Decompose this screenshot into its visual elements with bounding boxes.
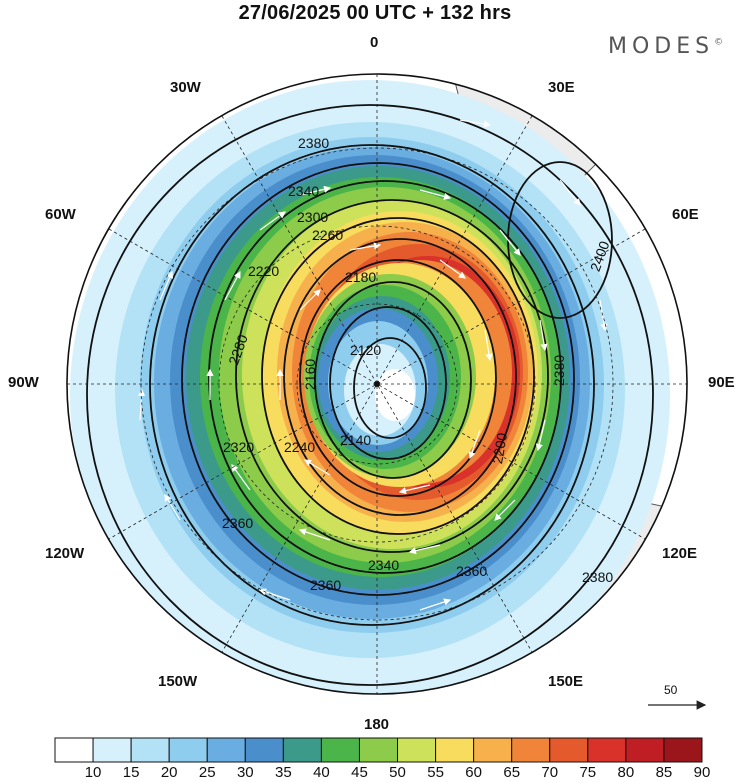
lon-label-120w: 120W	[45, 545, 85, 562]
colorbar-tick-label: 75	[579, 764, 597, 781]
lon-label-90w: 90W	[8, 374, 39, 391]
colorbar-tick-label: 50	[389, 764, 406, 781]
contour-label: 2320	[223, 439, 254, 455]
colorbar-tick-label: 85	[655, 764, 673, 781]
colorbar-swatch	[54, 737, 94, 763]
colorbar-swatch	[320, 737, 360, 763]
contour-label: 2160	[302, 359, 318, 390]
contour-labels: 2380 2340 2300 2260 2220 2180 2120 2160 …	[222, 135, 613, 593]
colorbar-tick-label: 25	[198, 764, 216, 781]
colorbar-swatch	[130, 737, 170, 763]
contour-label: 2360	[222, 515, 253, 531]
contour-label: 2380	[582, 569, 613, 585]
contour-label: 2300	[297, 209, 328, 225]
colorbar-swatch	[206, 737, 246, 763]
contour-label: 2140	[340, 432, 371, 448]
lon-label-120e: 120E	[662, 545, 698, 562]
contour-label: 2220	[248, 263, 279, 279]
colorbar-swatch	[244, 737, 284, 763]
contour-label: 2360	[456, 563, 487, 579]
colorbar-swatch	[549, 737, 589, 763]
contour-label: 2240	[284, 439, 315, 455]
map-disc	[67, 74, 687, 694]
colorbar-tick-label: 65	[503, 764, 521, 781]
contour-label: 2260	[312, 227, 343, 243]
colorbar-swatch	[435, 737, 475, 763]
map-boundary	[66, 73, 688, 695]
height-contours	[86, 104, 654, 686]
colorbar-swatch	[473, 737, 513, 763]
colorbar-tick-label: 70	[541, 764, 559, 781]
colorbar-tick-label: 15	[122, 764, 140, 781]
colorbar-tick-label: 45	[351, 764, 368, 781]
contour-label: 2340	[368, 557, 399, 573]
graticule	[67, 74, 687, 694]
colorbar-swatch	[663, 737, 703, 763]
colorbar-tick-label: 35	[275, 764, 292, 781]
colorbar-swatch	[92, 737, 132, 763]
colorbar-tick-label: 20	[160, 764, 178, 781]
lon-label-150e: 150E	[548, 673, 584, 690]
colorbar-swatch	[511, 737, 551, 763]
colorbar-tick-label: 30	[236, 764, 254, 781]
colorbar-swatch	[282, 737, 322, 763]
colorbar-swatch	[358, 737, 399, 763]
colorbar-swatch	[587, 737, 627, 763]
contour-label: 2200	[489, 431, 510, 465]
contour-label: 2360	[310, 577, 341, 593]
contour-label: 2180	[345, 269, 376, 285]
colorbar-swatch	[168, 737, 208, 763]
contour-label: 2120	[350, 342, 381, 358]
colorbar-tick-label: 55	[427, 764, 444, 781]
colorbar-tick-label: 80	[617, 764, 635, 781]
lon-label-180: 180	[364, 716, 390, 733]
colorbar-tick-label: 40	[313, 764, 330, 781]
colorbar	[54, 737, 703, 763]
lon-label-30w: 30W	[170, 79, 201, 96]
pole-marker	[374, 381, 380, 387]
lon-label-90e: 90E	[708, 374, 735, 391]
colorbar-tick-label: 10	[84, 764, 102, 781]
contour-label: 2380	[551, 355, 567, 386]
lon-label-60e: 60E	[672, 206, 699, 223]
reference-vector-label: 50	[664, 683, 678, 697]
brand-text: MODES	[608, 34, 715, 59]
lon-label-150w: 150W	[158, 673, 198, 690]
lon-label-60w: 60W	[45, 206, 76, 223]
contour-label: 2340	[288, 183, 319, 199]
wind-speed-shading	[70, 80, 670, 694]
colorbar-swatch	[397, 737, 437, 763]
lon-label-0: 0	[370, 34, 379, 51]
colorbar-tick-label: 60	[465, 764, 482, 781]
brand-mark: ©	[714, 37, 724, 48]
contour-label: 2380	[298, 135, 329, 151]
colorbar-swatch	[625, 737, 665, 763]
lon-label-30e: 30E	[548, 79, 575, 96]
colorbar-tick-label: 90	[693, 764, 711, 781]
page-title: 27/06/2025 00 UTC + 132 hrs	[238, 2, 512, 24]
brand-logo: MODES©	[608, 34, 723, 59]
